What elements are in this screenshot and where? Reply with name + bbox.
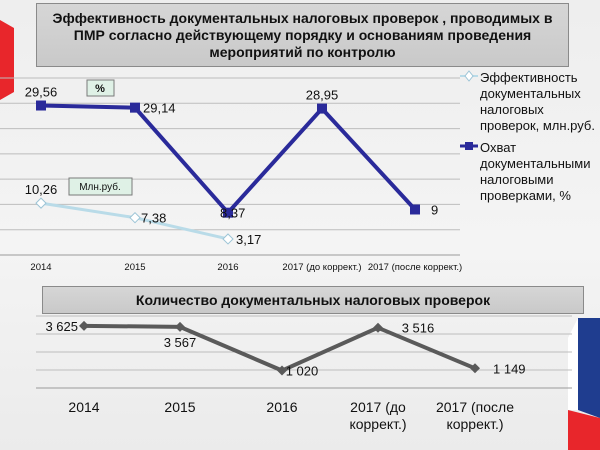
legend-marker-effectiveness	[460, 70, 478, 82]
coverage-point	[410, 204, 420, 215]
coverage-point	[317, 103, 327, 114]
count-data-label: 3 567	[164, 335, 197, 350]
count-point	[175, 321, 185, 332]
coverage-point	[130, 102, 140, 113]
legend-marker-coverage	[460, 142, 478, 150]
chart2-x-tick-label: 2017 (до	[350, 399, 406, 415]
left-red-stripe	[0, 20, 14, 100]
chart1-x-tick-label: 2016	[217, 262, 238, 273]
chart2-title: Количество документальных налоговых пров…	[42, 286, 584, 314]
effectiveness-point	[129, 211, 141, 224]
legend-item-coverage: Охват документальными налоговыми проверк…	[460, 140, 598, 204]
effectiveness-data-label: 7,38	[141, 211, 166, 226]
chart1-x-tick-label: 2015	[124, 262, 145, 273]
count-data-label: 1 149	[493, 361, 526, 376]
count-data-label: 3 516	[402, 321, 435, 336]
chart2-x-tick-label: коррект.)	[349, 416, 406, 432]
count-point	[470, 363, 480, 374]
coverage-data-label: 29,56	[25, 85, 58, 100]
chart1-legend: Эффективность документальных налоговых п…	[460, 70, 598, 210]
effectiveness-data-label: 10,26	[25, 182, 58, 197]
count-point	[277, 365, 287, 376]
count-point	[373, 322, 383, 333]
effectiveness-data-label: 3,17	[236, 232, 261, 247]
effectiveness-point	[35, 197, 47, 209]
legend-label-effectiveness: Эффективность документальных налоговых п…	[480, 70, 595, 133]
count-data-label: 3 625	[45, 319, 78, 334]
chart2-x-tick-label: 2015	[164, 399, 195, 415]
chart2-x-tick-label: коррект.)	[446, 416, 503, 432]
coverage-point	[223, 207, 233, 218]
annotation-percent-label: %	[95, 83, 105, 95]
legend-label-coverage: Охват документальными налоговыми проверк…	[480, 140, 591, 203]
chart2-x-tick-label: 2014	[68, 399, 99, 415]
legend-item-effectiveness: Эффективность документальных налоговых п…	[460, 70, 598, 134]
annotation-mln-box	[68, 177, 133, 196]
effectiveness-point	[222, 233, 234, 245]
right-flag-stripes	[568, 318, 600, 450]
annotation-mln-label: Млн.руб.	[79, 181, 121, 193]
coverage-data-label: 28,95	[306, 88, 339, 103]
coverage-data-label: 29,14	[143, 101, 176, 116]
coverage-data-label: 8,37	[220, 206, 245, 221]
coverage-data-label: 9	[431, 202, 438, 217]
count-data-label: 1 020	[286, 364, 319, 379]
count-point	[79, 320, 89, 331]
chart1-x-tick-label: 2017 (до коррект.)	[282, 262, 361, 273]
chart2-x-tick-label: 2017 (после	[436, 399, 514, 415]
annotation-percent-box	[86, 79, 115, 97]
chart1-x-tick-label: 2017 (после коррект.)	[368, 262, 462, 273]
chart2-x-tick-label: 2016	[266, 399, 297, 415]
coverage-point	[36, 100, 46, 111]
chart1-x-tick-label: 2014	[30, 262, 51, 273]
chart1-title: Эффективность документальных налоговых п…	[36, 3, 569, 67]
